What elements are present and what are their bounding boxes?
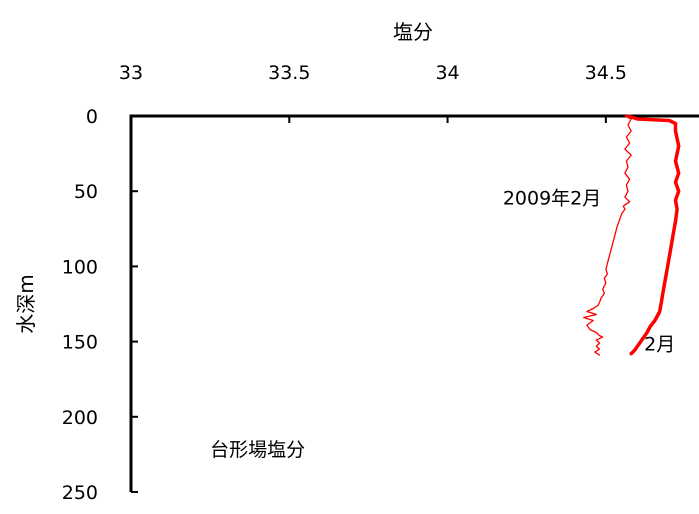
x-axis-title: 塩分 (393, 20, 433, 44)
annotation-label: 2月 (644, 334, 675, 356)
x-tick-label: 34 (435, 62, 459, 84)
y-tick-label: 100 (62, 256, 98, 278)
y-tick-label: 150 (62, 332, 98, 354)
y-tick-label: 250 (62, 482, 98, 504)
x-tick-label: 33.5 (268, 62, 310, 84)
ticks-layer: 33 33.5 34 34.5 0 50 100 150 200 250 (62, 62, 627, 504)
series-layer (583, 114, 681, 356)
y-tick-label: 0 (86, 106, 98, 128)
annotation-label: 2009年2月 (503, 188, 601, 210)
x-tick-label: 33 (119, 62, 143, 84)
annotation-label: 台形場塩分 (210, 439, 305, 461)
series-line-feb-2009 (583, 115, 632, 356)
y-tick-label: 50 (74, 181, 98, 203)
y-tick-label: 200 (62, 407, 98, 429)
series-line-feb (626, 114, 681, 356)
axes-layer (129, 114, 699, 492)
y-axis-title: 水深m (14, 274, 38, 333)
x-tick-label: 34.5 (585, 62, 627, 84)
